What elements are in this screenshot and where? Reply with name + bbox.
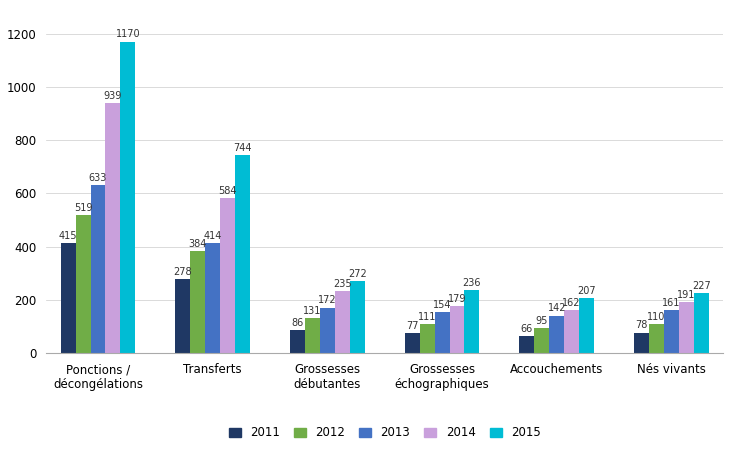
Text: 519: 519 — [74, 203, 93, 213]
Text: 191: 191 — [677, 290, 696, 300]
Bar — [105, 103, 120, 353]
Text: 207: 207 — [577, 286, 596, 296]
Text: 142: 142 — [548, 304, 566, 313]
Bar — [290, 330, 305, 353]
Text: 172: 172 — [318, 295, 337, 305]
Text: 236: 236 — [463, 278, 481, 288]
Text: 78: 78 — [635, 320, 648, 330]
Text: 384: 384 — [188, 239, 207, 249]
Bar — [649, 324, 664, 353]
Bar — [305, 318, 320, 353]
Bar — [320, 308, 335, 353]
Bar — [405, 333, 420, 353]
Text: 414: 414 — [204, 231, 222, 241]
Bar — [350, 281, 365, 353]
Bar — [191, 251, 205, 353]
Bar — [450, 306, 464, 353]
Bar — [694, 293, 709, 353]
Text: 744: 744 — [234, 143, 252, 153]
Text: 95: 95 — [536, 316, 548, 326]
Text: 66: 66 — [520, 323, 533, 333]
Bar — [420, 324, 434, 353]
Bar — [220, 198, 235, 353]
Bar — [61, 243, 76, 353]
Text: 110: 110 — [648, 312, 666, 322]
Bar — [91, 185, 105, 353]
Text: 415: 415 — [59, 231, 77, 241]
Legend: 2011, 2012, 2013, 2014, 2015: 2011, 2012, 2013, 2014, 2015 — [224, 422, 545, 444]
Bar — [520, 336, 534, 353]
Bar — [434, 312, 450, 353]
Text: 235: 235 — [333, 279, 352, 289]
Text: 633: 633 — [89, 173, 107, 183]
Bar — [564, 310, 579, 353]
Text: 278: 278 — [174, 267, 192, 277]
Bar — [549, 315, 564, 353]
Text: 227: 227 — [692, 281, 710, 291]
Text: 131: 131 — [303, 306, 322, 316]
Bar — [634, 333, 649, 353]
Text: 77: 77 — [406, 321, 418, 331]
Bar — [335, 291, 350, 353]
Bar — [579, 298, 594, 353]
Bar — [175, 279, 191, 353]
Bar — [205, 243, 220, 353]
Text: 179: 179 — [447, 294, 466, 304]
Text: 1170: 1170 — [115, 29, 140, 39]
Text: 86: 86 — [291, 318, 304, 328]
Bar — [664, 310, 679, 353]
Text: 161: 161 — [662, 299, 680, 308]
Text: 111: 111 — [418, 312, 437, 322]
Bar — [679, 303, 694, 353]
Bar — [464, 290, 480, 353]
Text: 154: 154 — [433, 300, 451, 310]
Text: 272: 272 — [347, 269, 366, 279]
Bar — [120, 42, 135, 353]
Bar — [534, 328, 549, 353]
Bar — [76, 215, 91, 353]
Text: 162: 162 — [562, 298, 581, 308]
Bar — [235, 155, 250, 353]
Text: 584: 584 — [218, 186, 237, 196]
Text: 939: 939 — [104, 91, 122, 101]
